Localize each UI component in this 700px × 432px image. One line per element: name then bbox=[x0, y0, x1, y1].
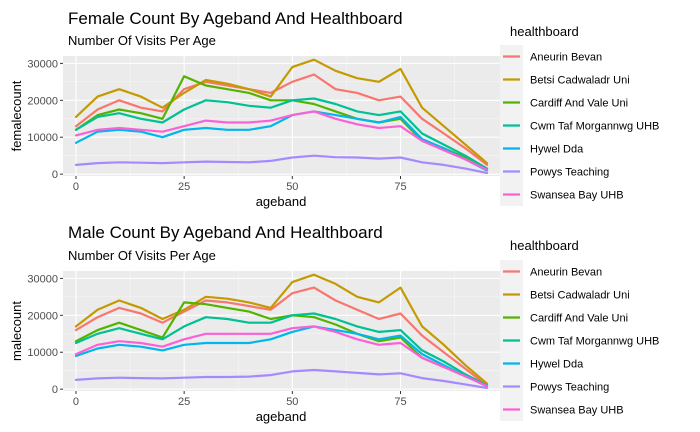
chart-title: Female Count By Ageband And Healthboard bbox=[68, 9, 403, 28]
legend-label: Betsi Cadwaladr Uni bbox=[530, 290, 630, 302]
x-tick-label: 75 bbox=[394, 396, 406, 408]
chart-subtitle: Number Of Visits Per Age bbox=[68, 248, 216, 263]
series-line-powys-teaching bbox=[74, 154, 489, 175]
series-line-hywel-dda bbox=[74, 325, 489, 388]
y-tick-label: 30000 bbox=[27, 58, 58, 70]
x-tick-label: 25 bbox=[178, 181, 190, 193]
legend-label: Cwm Taf Morgannwg UHB bbox=[530, 121, 659, 133]
legend-label: Swansea Bay UHB bbox=[530, 190, 624, 202]
legend-label: Aneurin Bevan bbox=[530, 267, 602, 279]
y-tick-label: 30000 bbox=[27, 273, 58, 285]
x-axis-label: ageband bbox=[256, 409, 307, 424]
series-line-cwm-taf-morgannwg-uhb bbox=[74, 312, 489, 387]
legend-title: healthboard bbox=[510, 238, 579, 253]
x-tick-label: 75 bbox=[394, 181, 406, 193]
x-tick-label: 50 bbox=[286, 396, 298, 408]
legend-label: Aneurin Bevan bbox=[530, 52, 602, 64]
plot-area: 0 25 50 75 0 10000 20000 30000 bbox=[27, 271, 500, 408]
legend-title: healthboard bbox=[510, 24, 579, 39]
legend-label: Hywel Dda bbox=[530, 144, 584, 156]
legend-label: Hywel Dda bbox=[530, 359, 584, 371]
chart-subtitle: Number Of Visits Per Age bbox=[68, 33, 216, 48]
plot-background bbox=[63, 56, 500, 176]
series-line-aneurin-bevan bbox=[74, 286, 489, 387]
y-tick-label: 20000 bbox=[27, 95, 58, 107]
chart-title: Male Count By Ageband And Healthboard bbox=[68, 223, 383, 242]
x-tick-label: 0 bbox=[73, 181, 79, 193]
series-line-betsi-cadwaladr-uni bbox=[74, 58, 489, 165]
x-tick-label: 0 bbox=[73, 396, 79, 408]
legend: Aneurin Bevan Betsi Cadwaladr Uni Cardiff … bbox=[500, 260, 659, 421]
y-axis-label: femalecount bbox=[9, 80, 24, 151]
series-line-swansea-bay-uhb bbox=[74, 325, 489, 388]
series-line-cwm-taf-morgannwg-uhb bbox=[74, 97, 489, 170]
x-axis-label: ageband bbox=[256, 194, 307, 209]
legend-label: Powys Teaching bbox=[530, 382, 609, 394]
y-tick-label: 10000 bbox=[27, 347, 58, 359]
y-tick-label: 10000 bbox=[27, 132, 58, 144]
series-line-swansea-bay-uhb bbox=[74, 110, 489, 171]
y-tick-label: 0 bbox=[52, 169, 58, 181]
series-line-betsi-cadwaladr-uni bbox=[74, 273, 489, 385]
series-line-powys-teaching bbox=[74, 368, 489, 390]
legend-label: Betsi Cadwaladr Uni bbox=[530, 75, 630, 87]
y-tick-label: 0 bbox=[52, 384, 58, 396]
legend-label: Cardiff And Vale Uni bbox=[530, 98, 628, 110]
legend-label: Swansea Bay UHB bbox=[530, 405, 624, 417]
x-tick-label: 25 bbox=[178, 396, 190, 408]
series-line-aneurin-bevan bbox=[74, 73, 489, 166]
series-line-hywel-dda bbox=[74, 110, 489, 172]
y-axis-label: malecount bbox=[9, 301, 24, 361]
legend-label: Powys Teaching bbox=[530, 167, 609, 179]
legend-label: Cwm Taf Morgannwg UHB bbox=[530, 336, 659, 348]
x-tick-label: 50 bbox=[286, 181, 298, 193]
male-count-chart: 0 25 50 75 0 10000 20000 30000 Male Count By Ag… bbox=[9, 223, 659, 424]
y-tick-label: 20000 bbox=[27, 310, 58, 322]
legend: Aneurin Bevan Betsi Cadwaladr Uni Cardiff … bbox=[500, 45, 659, 206]
plot-area: 0 25 50 75 0 10000 20000 30000 bbox=[27, 56, 500, 193]
legend-label: Cardiff And Vale Uni bbox=[530, 313, 628, 325]
female-count-chart: 0 25 50 75 0 10000 20000 30000 Female Count By … bbox=[9, 9, 659, 209]
